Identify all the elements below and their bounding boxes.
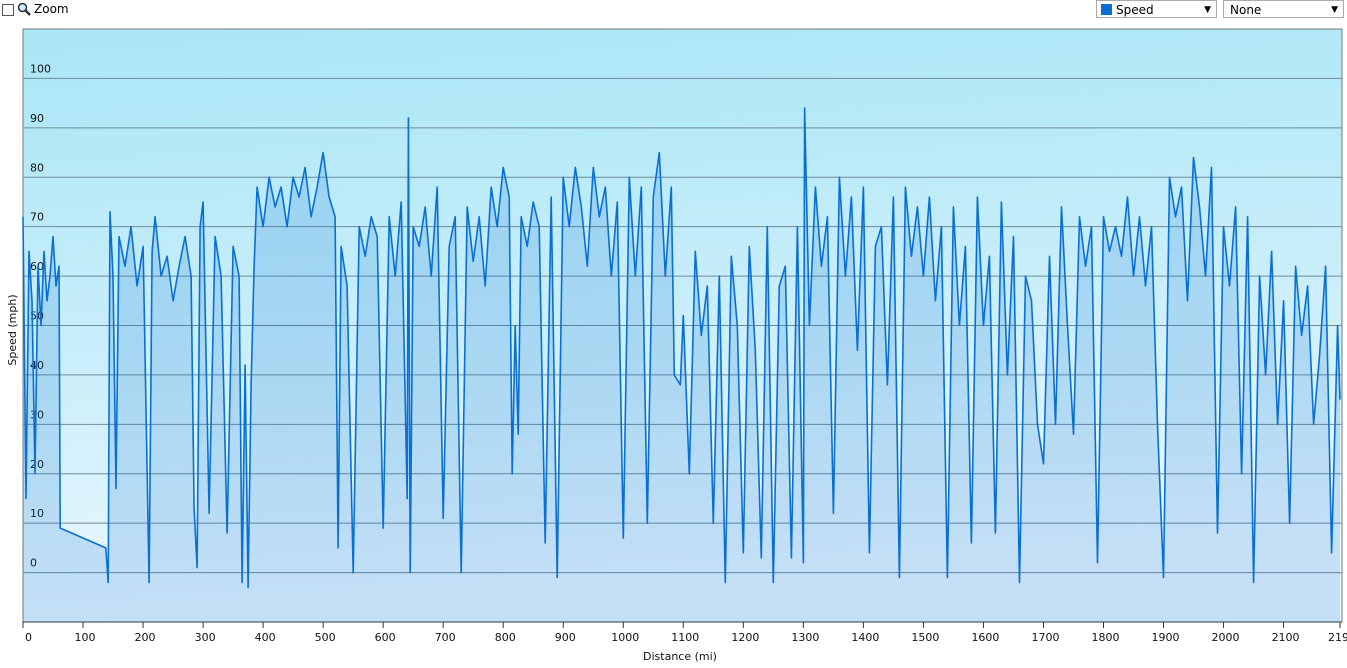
- x-tick-label: 1500: [911, 631, 939, 644]
- x-tick-label: 1800: [1091, 631, 1119, 644]
- y-tick-label: 90: [30, 112, 44, 125]
- x-tick-label: 1100: [671, 631, 699, 644]
- secondary-dropdown[interactable]: None ▼: [1223, 0, 1344, 18]
- x-tick-label: 200: [135, 631, 156, 644]
- y-tick-label: 0: [30, 557, 37, 570]
- x-tick-label: 500: [315, 631, 336, 644]
- x-tick-label: 2100: [1272, 631, 1300, 644]
- x-tick-label: 400: [255, 631, 276, 644]
- x-tick-label: 600: [375, 631, 396, 644]
- y-tick-label: 10: [30, 507, 44, 520]
- toolbar: Zoom Speed ▼ None ▼: [0, 0, 1347, 22]
- x-tick-label: 800: [495, 631, 516, 644]
- series-dropdown[interactable]: Speed ▼: [1096, 0, 1217, 18]
- zoom-checkbox[interactable]: [2, 4, 14, 16]
- x-tick-label: 700: [435, 631, 456, 644]
- x-tick-label: 1000: [611, 631, 639, 644]
- y-tick-label: 20: [30, 458, 44, 471]
- x-tick-label: 900: [555, 631, 576, 644]
- zoom-label: Zoom: [34, 2, 69, 16]
- y-axis-label: Speed (mph): [6, 294, 19, 365]
- y-tick-label: 60: [30, 260, 44, 273]
- x-tick-label: 1600: [971, 631, 999, 644]
- x-tick-label: 300: [195, 631, 216, 644]
- y-tick-label: 80: [30, 161, 44, 174]
- y-tick-label: 100: [30, 62, 51, 75]
- series-select-text: Speed: [1116, 3, 1154, 17]
- x-tick-label: 1300: [791, 631, 819, 644]
- x-tick-label: 2194: [1328, 631, 1347, 644]
- x-tick-label: 1900: [1152, 631, 1180, 644]
- x-tick-label: 1700: [1031, 631, 1059, 644]
- x-tick-label: 100: [75, 631, 96, 644]
- x-tick-label: 2000: [1212, 631, 1240, 644]
- x-tick-label: 0: [25, 631, 32, 644]
- y-tick-label: 70: [30, 211, 44, 224]
- speed-line: [22, 107, 1341, 589]
- dropdown-arrow: ▼: [1331, 5, 1338, 15]
- dropdown-arrow: ▼: [1204, 5, 1211, 15]
- series-swatch: [1101, 4, 1112, 15]
- x-tick-label: 1400: [851, 631, 879, 644]
- x-axis-label: Distance (mi): [643, 650, 717, 663]
- secondary-select-text: None: [1230, 3, 1262, 17]
- magnifier-icon: [17, 2, 31, 16]
- x-tick-label: 1200: [731, 631, 759, 644]
